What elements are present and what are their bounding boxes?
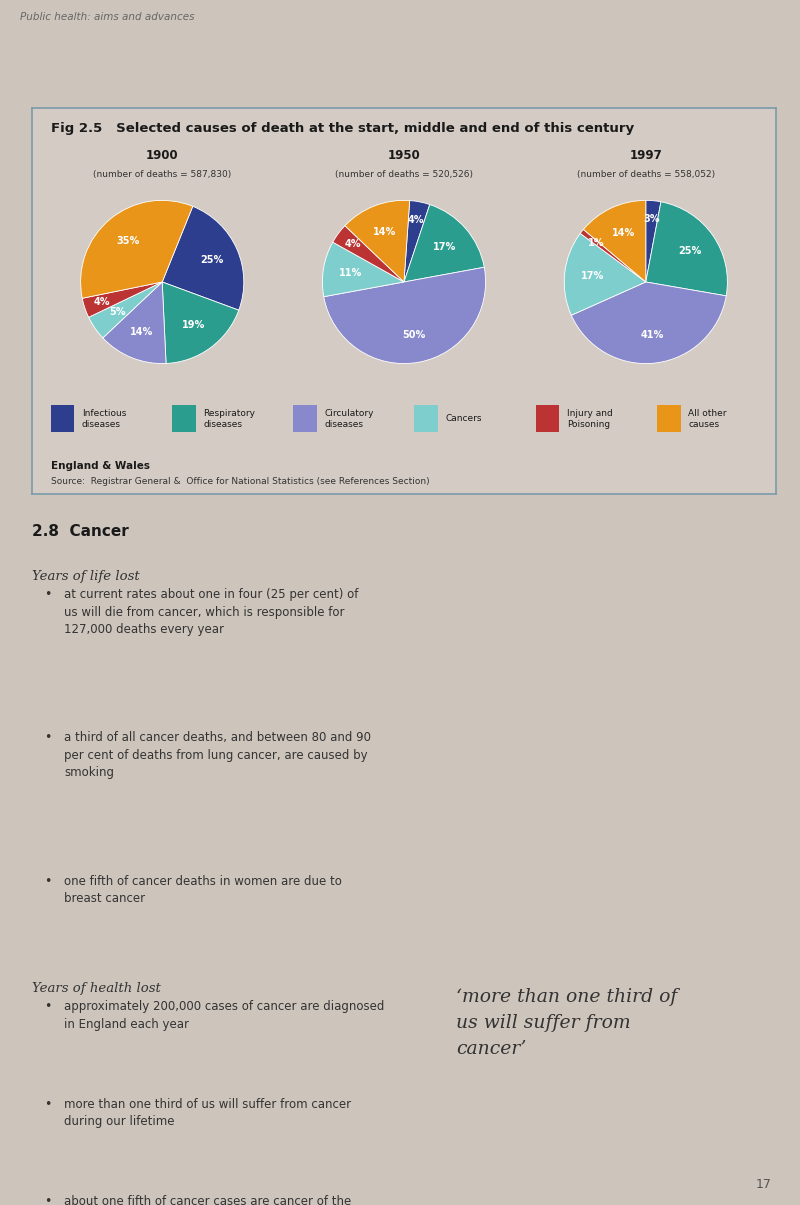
Text: 1950: 1950 (388, 149, 420, 161)
Text: 4%: 4% (408, 214, 425, 224)
Text: 4%: 4% (94, 298, 110, 307)
Text: 14%: 14% (611, 228, 634, 239)
Text: (number of deaths = 520,526): (number of deaths = 520,526) (335, 170, 473, 180)
Text: •: • (44, 875, 51, 888)
Wedge shape (646, 200, 661, 282)
Text: at current rates about one in four (25 per cent) of
us will die from cancer, whi: at current rates about one in four (25 p… (64, 588, 358, 636)
Text: (number of deaths = 587,830): (number of deaths = 587,830) (93, 170, 231, 180)
Wedge shape (404, 200, 430, 282)
Text: Respiratory
diseases: Respiratory diseases (203, 408, 255, 429)
Bar (657, 405, 681, 433)
Text: Fig 2.5   Selected causes of death at the start, middle and end of this century: Fig 2.5 Selected causes of death at the … (50, 122, 634, 135)
Bar (293, 405, 317, 433)
Text: England & Wales: England & Wales (50, 462, 150, 471)
Bar (536, 405, 559, 433)
Text: Public health: aims and advances: Public health: aims and advances (20, 12, 194, 22)
Text: ‘more than one third of
us will suffer from
cancer’: ‘more than one third of us will suffer f… (456, 988, 678, 1058)
Text: Circulatory
diseases: Circulatory diseases (324, 408, 374, 429)
Wedge shape (345, 200, 410, 282)
Bar (172, 405, 196, 433)
Text: 17: 17 (756, 1177, 772, 1191)
Text: •: • (44, 1000, 51, 1013)
Wedge shape (89, 282, 162, 337)
Wedge shape (333, 225, 404, 282)
Text: more than one third of us will suffer from cancer
during our lifetime: more than one third of us will suffer fr… (64, 1098, 351, 1128)
Text: All other
causes: All other causes (688, 408, 726, 429)
Wedge shape (646, 201, 727, 296)
Bar (414, 405, 438, 433)
Text: 5%: 5% (110, 307, 126, 317)
Text: Source:  Registrar General &  Office for National Statistics (see References Sec: Source: Registrar General & Office for N… (50, 477, 430, 486)
Wedge shape (82, 282, 162, 317)
Wedge shape (583, 200, 646, 282)
Bar (50, 405, 74, 433)
Text: 19%: 19% (182, 321, 206, 330)
Text: 1997: 1997 (630, 149, 662, 161)
Text: Cancers: Cancers (446, 415, 482, 423)
Wedge shape (103, 282, 166, 364)
Text: •: • (44, 1195, 51, 1205)
Wedge shape (162, 206, 244, 310)
Wedge shape (322, 242, 404, 296)
Text: about one fifth of cancer cases are cancer of the
lung: about one fifth of cancer cases are canc… (64, 1195, 351, 1205)
Text: 4%: 4% (345, 240, 361, 249)
Text: 1%: 1% (588, 237, 604, 247)
Text: •: • (44, 1098, 51, 1111)
Text: 17%: 17% (433, 242, 456, 252)
Text: 25%: 25% (678, 246, 702, 257)
Wedge shape (571, 282, 726, 364)
Text: Years of life lost: Years of life lost (32, 570, 140, 583)
Text: Injury and
Poisoning: Injury and Poisoning (567, 408, 613, 429)
Wedge shape (404, 205, 484, 282)
Wedge shape (324, 268, 486, 364)
Text: one fifth of cancer deaths in women are due to
breast cancer: one fifth of cancer deaths in women are … (64, 875, 342, 905)
Text: •: • (44, 588, 51, 601)
Text: 50%: 50% (402, 330, 426, 340)
Text: (number of deaths = 558,052): (number of deaths = 558,052) (577, 170, 715, 180)
Text: 25%: 25% (200, 255, 223, 265)
Text: 3%: 3% (643, 213, 660, 224)
Text: 14%: 14% (130, 327, 154, 337)
Wedge shape (81, 200, 193, 299)
Wedge shape (580, 229, 646, 282)
Text: 2.8  Cancer: 2.8 Cancer (32, 524, 129, 539)
Text: 35%: 35% (116, 235, 139, 246)
Text: Infectious
diseases: Infectious diseases (82, 408, 126, 429)
Wedge shape (564, 234, 646, 316)
Text: 41%: 41% (641, 330, 664, 340)
Text: 11%: 11% (339, 269, 362, 278)
Text: approximately 200,000 cases of cancer are diagnosed
in England each year: approximately 200,000 cases of cancer ar… (64, 1000, 384, 1030)
Text: 14%: 14% (373, 227, 396, 236)
Text: 1900: 1900 (146, 149, 178, 161)
Wedge shape (162, 282, 238, 364)
Text: 17%: 17% (581, 271, 604, 281)
Text: •: • (44, 731, 51, 745)
Text: a third of all cancer deaths, and between 80 and 90
per cent of deaths from lung: a third of all cancer deaths, and betwee… (64, 731, 371, 780)
Text: Years of health lost: Years of health lost (32, 982, 161, 995)
